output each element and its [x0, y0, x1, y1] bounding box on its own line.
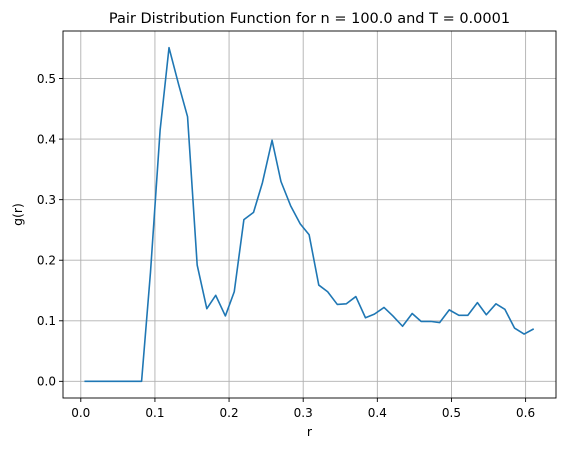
x-tick-label: 0.6 — [516, 406, 535, 420]
x-axis-label: r — [307, 424, 313, 439]
y-tick-label: 0.5 — [37, 72, 56, 86]
data-point — [476, 301, 478, 303]
data-point — [430, 320, 432, 322]
x-tick-label: 0.1 — [145, 406, 164, 420]
x-tick-label: 0.4 — [368, 406, 387, 420]
data-point — [131, 380, 133, 382]
data-point — [467, 314, 469, 316]
data-point — [140, 380, 142, 382]
data-point — [401, 325, 403, 327]
y-tick-label: 0.1 — [37, 314, 56, 328]
chart-title: Pair Distribution Function for n = 100.0… — [109, 11, 510, 27]
data-point — [318, 284, 320, 286]
data-point — [504, 308, 506, 310]
data-point — [308, 234, 310, 236]
data-point — [122, 380, 124, 382]
data-point — [196, 264, 198, 266]
data-point — [523, 333, 525, 335]
data-point — [392, 315, 394, 317]
data-point — [448, 309, 450, 311]
data-point — [159, 129, 161, 131]
grid — [63, 31, 556, 398]
y-tick-label: 0.2 — [37, 254, 56, 268]
data-point — [149, 271, 151, 273]
data-point — [420, 320, 422, 322]
data-point — [271, 139, 273, 141]
data-point — [261, 182, 263, 184]
data-point — [336, 303, 338, 305]
data-point — [411, 312, 413, 314]
data-point — [84, 380, 86, 382]
y-axis-label: g(r) — [10, 203, 25, 226]
data-point — [233, 291, 235, 293]
x-tick-label: 0.3 — [294, 406, 313, 420]
data-point — [168, 46, 170, 48]
data-point — [364, 317, 366, 319]
data-point — [495, 303, 497, 305]
data-point — [186, 115, 188, 117]
data-point — [243, 218, 245, 220]
data-point — [373, 313, 375, 315]
data-point — [345, 303, 347, 305]
data-point — [438, 321, 440, 323]
y-tick-label: 0.0 — [37, 375, 56, 389]
x-tick-label: 0.0 — [71, 406, 90, 420]
data-point — [206, 307, 208, 309]
y-tick-label: 0.4 — [37, 132, 56, 146]
data-point — [103, 380, 105, 382]
data-point — [112, 380, 114, 382]
data-point — [177, 83, 179, 85]
x-tick-label: 0.5 — [442, 406, 461, 420]
data-point — [299, 223, 301, 225]
y-tick-label: 0.3 — [37, 193, 56, 207]
data-point — [94, 380, 96, 382]
axes-frame — [62, 30, 557, 399]
data-point — [532, 328, 534, 330]
data-point — [383, 306, 385, 308]
data-point — [289, 205, 291, 207]
data-point — [224, 315, 226, 317]
plot-area — [84, 46, 535, 383]
data-point — [252, 211, 254, 213]
data-point — [513, 327, 515, 329]
data-point — [355, 295, 357, 297]
data-point — [458, 314, 460, 316]
data-point — [215, 294, 217, 296]
data-point — [280, 180, 282, 182]
data-point — [485, 314, 487, 316]
axis-ticks: 0.0 0.1 0.2 0.3 0.4 0.5 0.6 0.0 0.1 0.2 0.3 0.4 0.5 — [37, 72, 535, 420]
data-point — [326, 291, 328, 293]
x-tick-label: 0.2 — [220, 406, 239, 420]
series-line — [84, 46, 535, 383]
